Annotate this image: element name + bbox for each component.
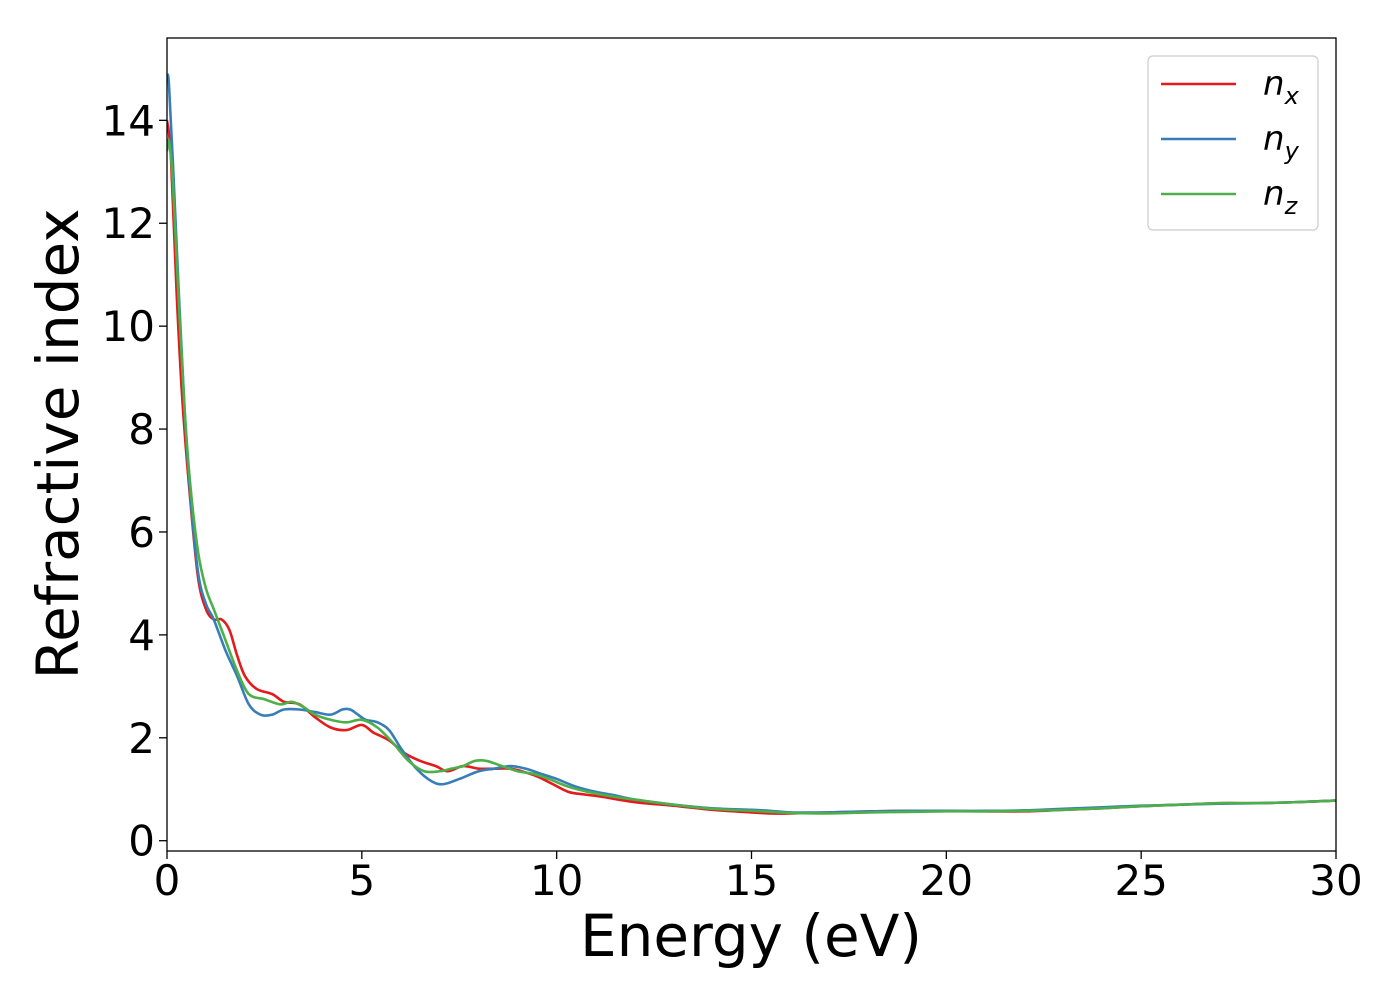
y-axis-label: Refractive index — [24, 208, 92, 679]
x-tick-label: 0 — [154, 856, 181, 905]
x-tick-label: 5 — [348, 856, 375, 905]
x-axis-label: Energy (eV) — [580, 902, 922, 970]
y-tick-label: 6 — [128, 508, 155, 557]
y-tick-label: 10 — [102, 302, 155, 351]
y-tick-label: 0 — [128, 817, 155, 866]
x-tick-label: 30 — [1309, 856, 1362, 905]
x-tick-label: 25 — [1114, 856, 1167, 905]
y-axis: 0 2 4 6 8 10 12 14 — [102, 96, 167, 866]
x-tick-label: 15 — [725, 856, 778, 905]
y-tick-label: 12 — [102, 199, 155, 248]
x-axis: 0 5 10 15 20 25 30 — [154, 851, 1363, 905]
y-tick-label: 14 — [102, 96, 155, 145]
y-tick-label: 4 — [128, 611, 155, 660]
y-tick-label: 8 — [128, 405, 155, 454]
series-lines — [167, 72, 1336, 815]
series-line-nz — [167, 138, 1336, 815]
y-tick-label: 2 — [128, 714, 155, 763]
x-tick-label: 10 — [530, 856, 583, 905]
x-tick-label: 20 — [920, 856, 973, 905]
legend-box — [1147, 55, 1319, 231]
